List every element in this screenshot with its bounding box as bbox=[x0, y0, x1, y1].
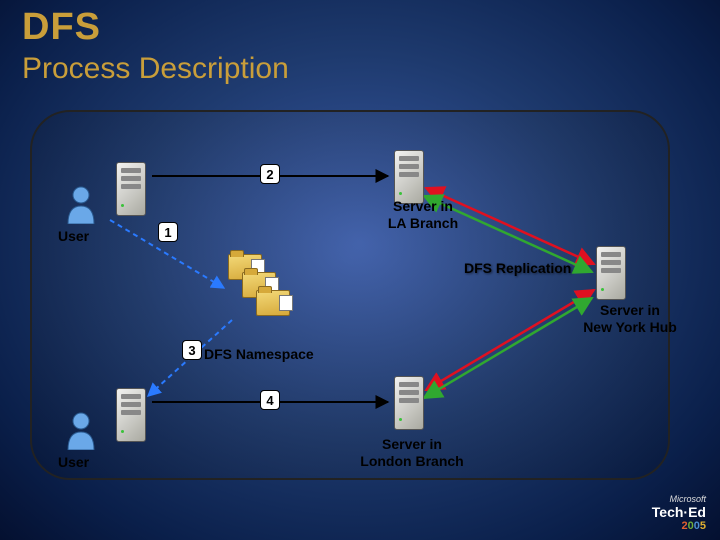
page-title-main: DFS bbox=[22, 6, 101, 49]
dfs-namespace-label: DFS Namespace bbox=[204, 346, 314, 363]
logo-event: Tech·Ed bbox=[652, 505, 706, 520]
step-marker: 1 bbox=[158, 222, 178, 242]
dfs-replication-label: DFS Replication bbox=[464, 260, 571, 277]
user-label: User bbox=[58, 228, 89, 245]
user-icon bbox=[64, 184, 98, 224]
server-icon bbox=[112, 384, 150, 446]
page-title-sub: Process Description bbox=[22, 52, 289, 86]
step-marker: 4 bbox=[260, 390, 280, 410]
server-la-label: Server in LA Branch bbox=[378, 198, 468, 232]
event-logo: Microsoft Tech·Ed 2005 bbox=[652, 495, 706, 532]
logo-year: 2005 bbox=[652, 520, 706, 532]
server-icon bbox=[112, 158, 150, 220]
server-icon bbox=[592, 242, 630, 304]
user-label: User bbox=[58, 454, 89, 471]
step-marker: 3 bbox=[182, 340, 202, 360]
step-marker: 2 bbox=[260, 164, 280, 184]
folder-cluster-icon bbox=[220, 250, 290, 320]
server-ny-label: Server in New York Hub bbox=[570, 302, 690, 336]
server-icon bbox=[390, 372, 428, 434]
server-london-label: Server in London Branch bbox=[352, 436, 472, 470]
user-icon bbox=[64, 410, 98, 450]
